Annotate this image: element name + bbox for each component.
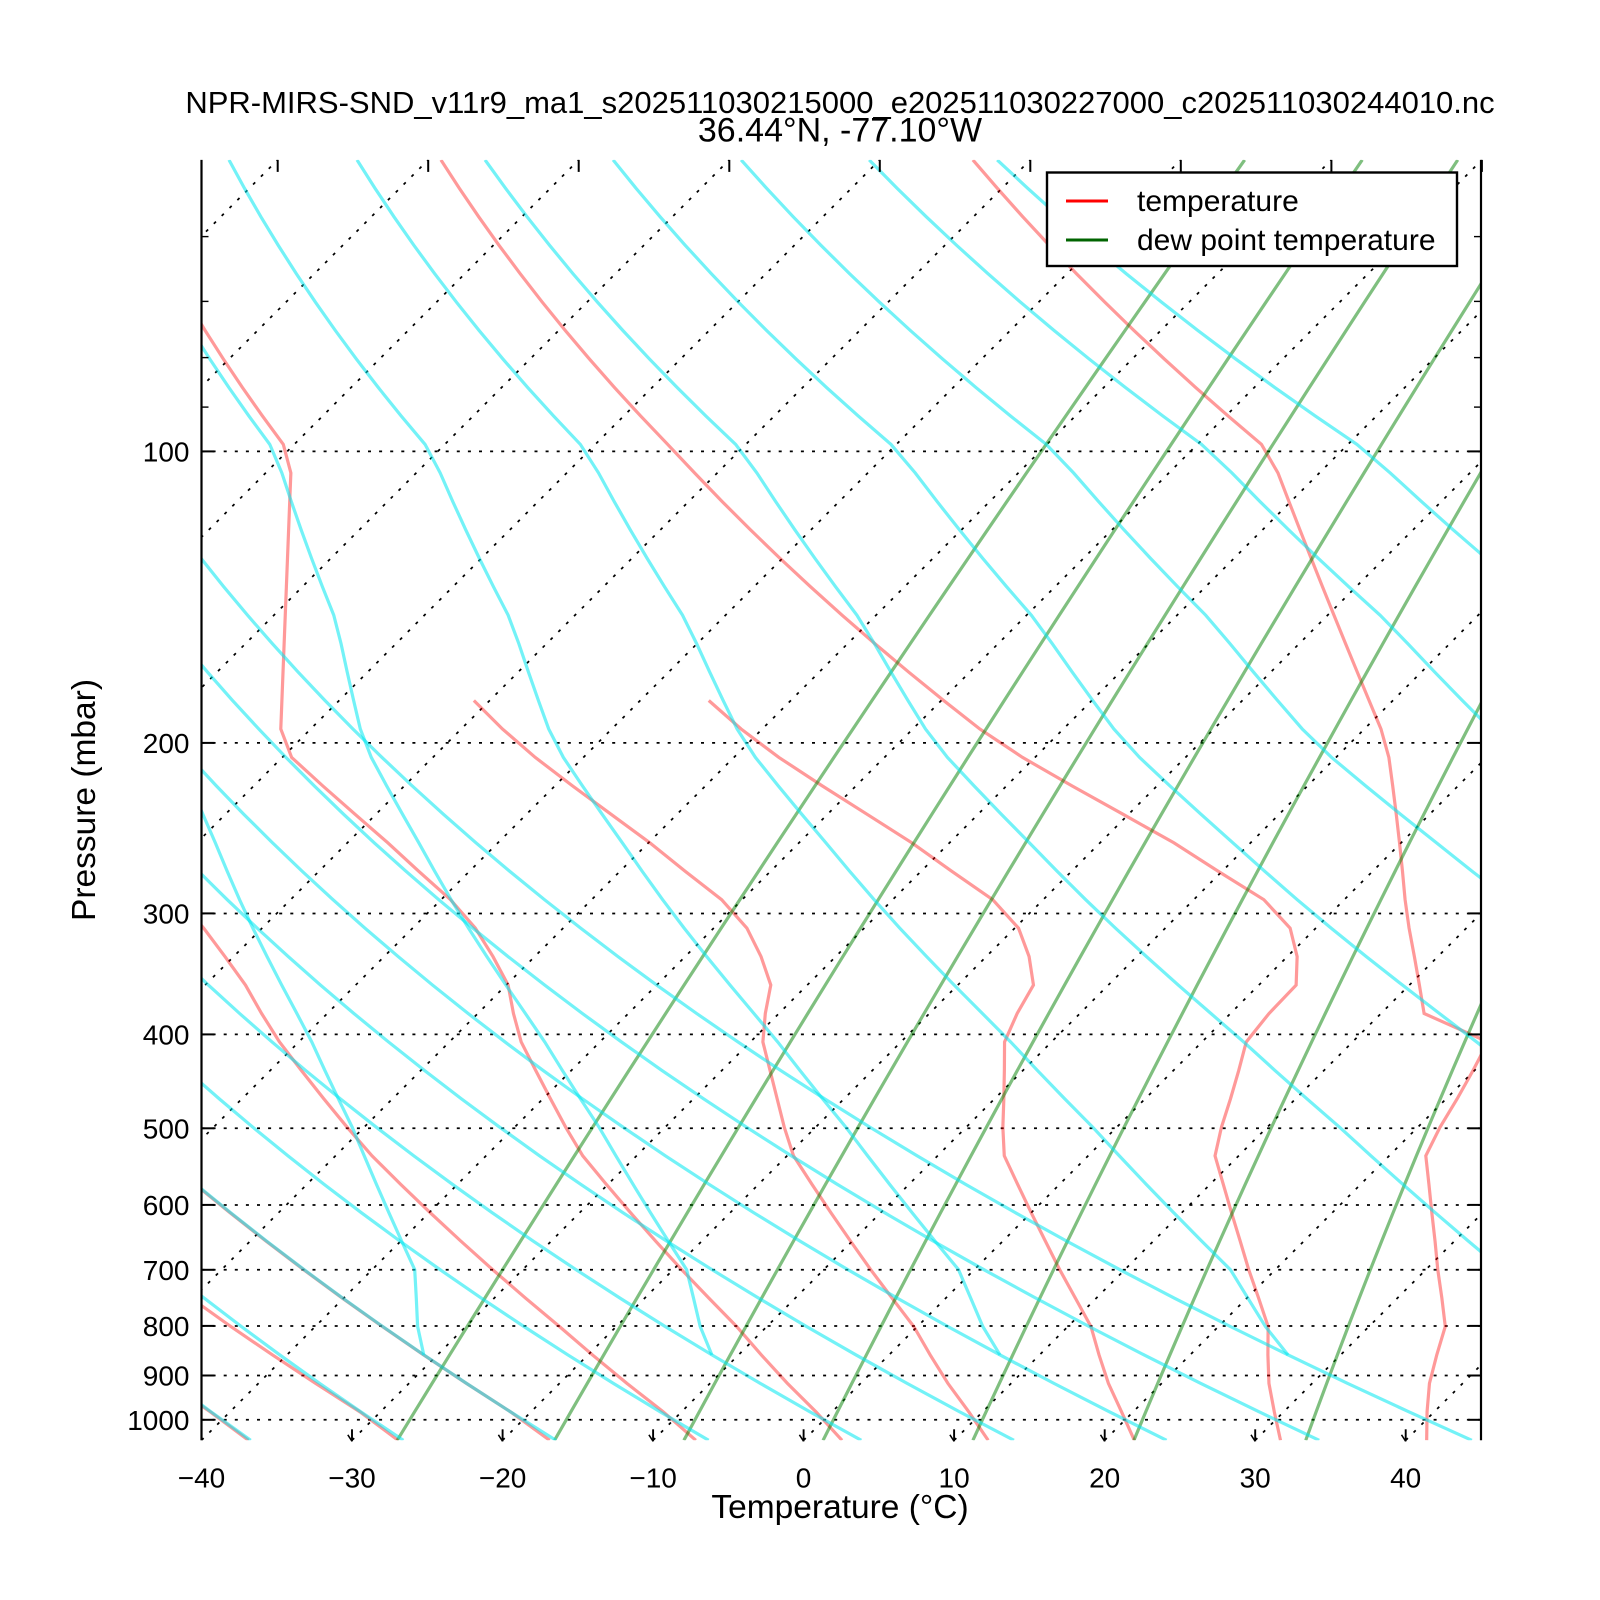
svg-text:600: 600 [143, 1190, 190, 1221]
svg-text:36.44°N, -77.10°W: 36.44°N, -77.10°W [698, 112, 982, 150]
svg-text:30: 30 [1240, 1462, 1271, 1493]
svg-text:1000: 1000 [127, 1405, 189, 1436]
svg-text:dew point temperature: dew point temperature [1137, 224, 1436, 257]
svg-text:−10: −10 [629, 1462, 677, 1493]
svg-text:300: 300 [143, 898, 190, 929]
svg-text:500: 500 [143, 1113, 190, 1144]
svg-text:−20: −20 [479, 1462, 527, 1493]
svg-text:−40: −40 [178, 1462, 226, 1493]
svg-text:800: 800 [143, 1311, 190, 1342]
svg-text:40: 40 [1390, 1462, 1421, 1493]
svg-text:400: 400 [143, 1019, 190, 1050]
svg-text:Pressure (mbar): Pressure (mbar) [66, 679, 103, 921]
svg-text:10: 10 [939, 1462, 970, 1493]
svg-text:Temperature (°C): Temperature (°C) [711, 1489, 968, 1526]
svg-text:100: 100 [143, 436, 190, 467]
svg-text:NPR-MIRS-SND_v11r9_ma1_s202511: NPR-MIRS-SND_v11r9_ma1_s202511030215000_… [185, 85, 1494, 120]
svg-text:−30: −30 [328, 1462, 376, 1493]
svg-text:0: 0 [796, 1462, 812, 1493]
svg-text:900: 900 [143, 1361, 190, 1392]
svg-text:20: 20 [1089, 1462, 1120, 1493]
svg-text:700: 700 [143, 1255, 190, 1286]
svg-text:temperature: temperature [1137, 185, 1299, 218]
svg-text:200: 200 [143, 728, 190, 759]
